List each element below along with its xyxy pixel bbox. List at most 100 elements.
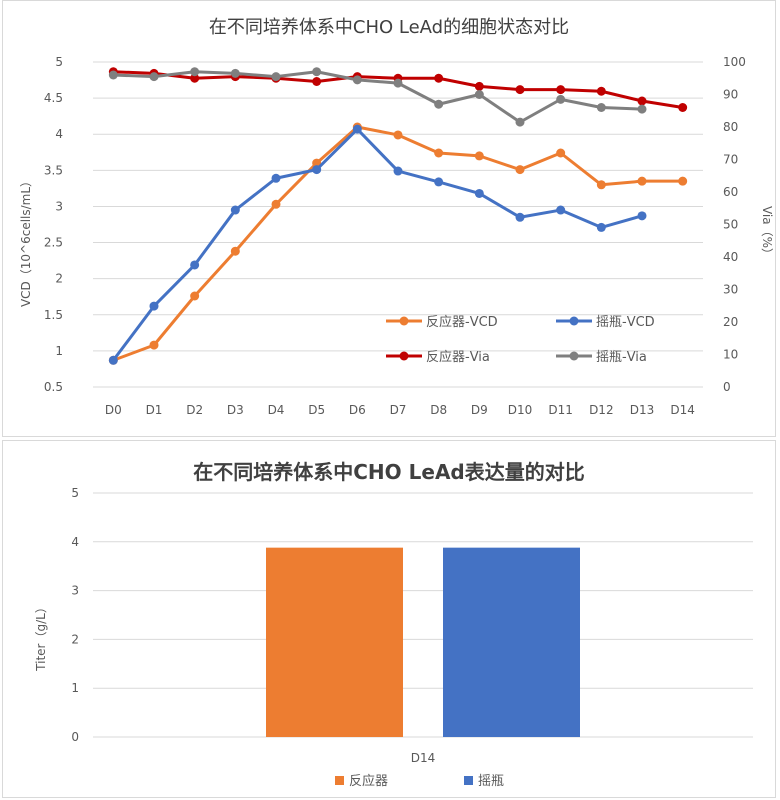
data-point [556,148,566,158]
data-point [556,205,566,215]
data-point [352,75,362,85]
data-point [108,355,118,365]
data-point [190,260,200,270]
data-point [149,301,159,311]
series-2 [108,124,647,365]
y-tick-label: 3 [55,199,63,213]
data-point [596,222,606,232]
data-point [149,72,159,82]
x-tick-label: D9 [471,403,488,417]
y-axis-label: Titer（g/L） [34,601,48,672]
legend-entry: 摇瓶 [464,774,504,789]
data-point [637,176,647,186]
data-point [190,291,200,301]
y2-tick-label: 40 [723,250,738,264]
y2-axis-label: Via（%） [760,206,774,260]
legend-entry: 反应器-Via [386,349,490,365]
grid-lines [93,61,703,388]
y-tick-label: 1.5 [44,308,63,322]
x-axis-ticks: D14 [411,751,436,765]
series-line [112,127,643,362]
data-point [678,103,688,112]
legend-marker [569,351,579,361]
y-tick-label: 0.5 [44,380,63,394]
x-tick-label: D13 [630,403,655,417]
y2-tick-label: 50 [723,218,738,232]
data-point [637,96,647,106]
data-point [515,117,525,127]
series-line [113,70,643,124]
y-tick-label: 2.5 [44,236,63,250]
legend-marker [399,351,409,361]
data-point [474,90,484,99]
data-point [230,68,240,78]
x-tick-label: D5 [308,403,325,417]
y-tick-label: 4.5 [44,91,63,105]
data-point [393,78,403,88]
x-tick-label: D14 [411,751,436,765]
x-tick-label: D8 [430,403,447,417]
data-point [230,205,240,215]
data-point [474,81,484,91]
left-axis-ticks: 0.5 1 1.5 2 2.5 3 3.5 4 4.5 5 [44,55,63,394]
y-tick-label: 2 [55,272,63,286]
data-point [556,94,566,104]
bar [443,547,580,737]
x-tick-label: D4 [268,403,285,417]
data-point [149,340,159,350]
chart-title: 在不同培养体系中CHO LeAd的细胞状态对比 [209,17,569,38]
data-point [637,104,647,114]
y-tick-label: 4 [55,127,63,141]
legend-label: 反应器 [349,773,388,789]
legend-swatch [464,776,473,785]
data-point [271,199,281,209]
x-axis-ticks: D0 D1 D2 D3 D4 D5 D6 D7 D8 D9 D10 D11 D12 D13 D14 [105,403,695,417]
y2-tick-label: 20 [723,315,738,329]
bar [266,547,403,737]
x-tick-label: D12 [589,403,614,417]
data-point [312,165,322,175]
y-axis-ticks: 0 1 2 3 4 5 [71,486,79,744]
legend-swatch [335,776,344,785]
y2-tick-label: 60 [723,185,738,199]
legend-entry: 摇瓶-Via [556,350,647,365]
data-point [515,212,525,222]
bars-group [266,547,580,737]
y2-tick-label: 0 [723,380,731,394]
y2-tick-label: 10 [723,348,738,362]
y-tick-label: 3 [71,584,79,598]
data-point [596,103,606,112]
data-point [434,148,444,158]
data-point [230,246,240,256]
data-point [352,124,362,134]
legend-entry: 反应器-VCD [386,314,498,330]
legend-label: 摇瓶 [478,774,504,789]
data-point [434,73,444,83]
data-point [474,151,484,161]
y-tick-label: 5 [71,486,79,500]
y2-tick-label: 70 [723,153,738,167]
series-4 [108,67,647,127]
x-tick-label: D3 [227,403,244,417]
titer-chart-panel: 在不同培养体系中CHO LeAd表达量的对比 0 1 2 3 4 5 D14 Titer（… [2,440,776,798]
x-tick-label: D0 [105,403,122,417]
x-tick-label: D10 [508,403,533,417]
y-tick-label: 1 [55,344,63,358]
data-point [271,173,281,183]
x-tick-label: D2 [186,403,203,417]
y-tick-label: 1 [71,681,79,695]
y2-tick-label: 90 [723,88,738,102]
chart-title: 在不同培养体系中CHO LeAd表达量的对比 [193,460,584,484]
x-tick-label: D7 [390,403,407,417]
grid-lines [93,492,753,738]
data-point [474,188,484,198]
data-point [190,67,200,77]
data-point [637,211,647,221]
legend-entry: 反应器 [335,773,388,789]
legend: 反应器-VCD 摇瓶-VCD 反应器-Via 摇瓶-Via [386,314,655,365]
y-axis-label: VCD（10^6cells/mL） [19,175,33,307]
data-point [434,177,444,187]
y-tick-label: 4 [71,535,79,549]
y2-tick-label: 100 [723,55,746,69]
legend: 反应器 摇瓶 [335,773,504,789]
